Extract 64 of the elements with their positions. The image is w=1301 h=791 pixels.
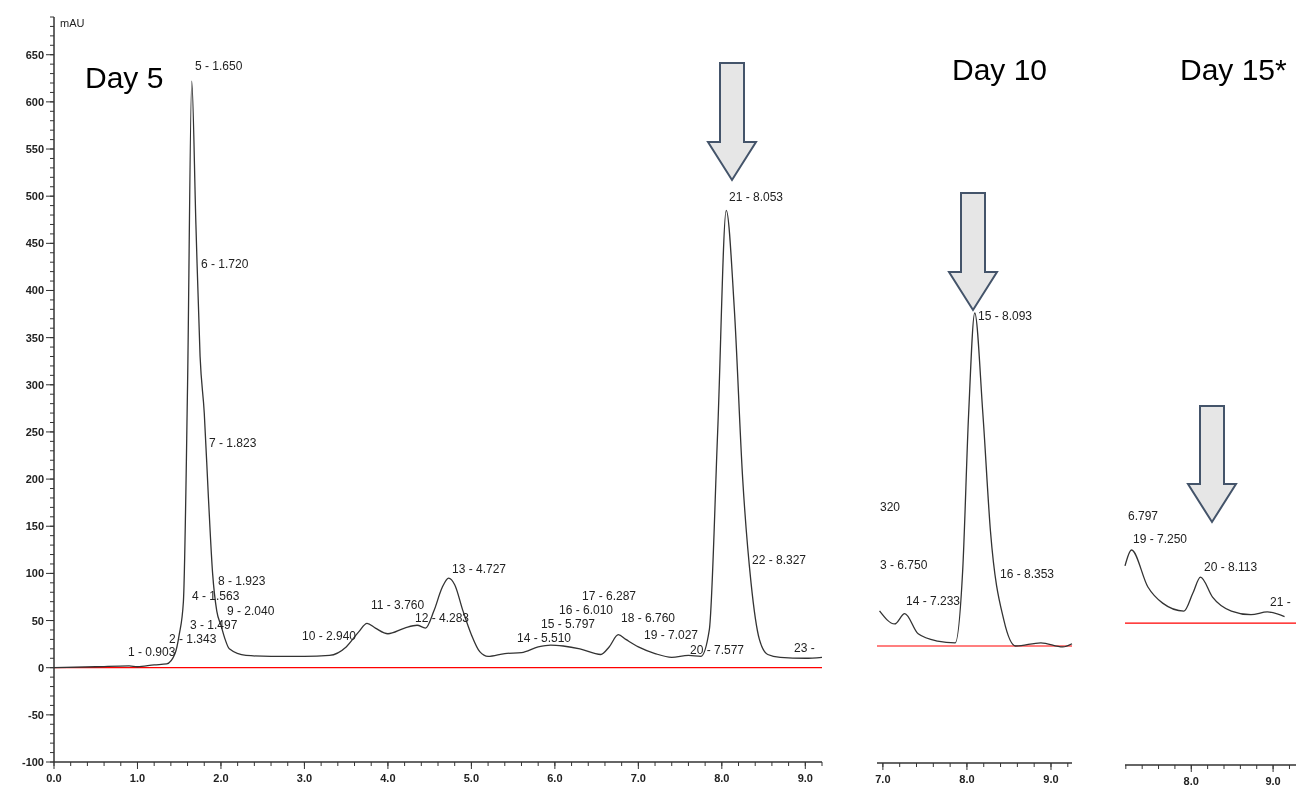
x-tick-label: 2.0 <box>213 772 229 784</box>
annotation: 8 - 1.923 <box>218 574 266 588</box>
annotation: 7 - 1.823 <box>209 436 257 450</box>
annotation: 19 - 7.027 <box>644 628 699 642</box>
annotation: 3 - 6.750 <box>880 558 928 572</box>
annotation: 9 - 2.040 <box>227 604 275 618</box>
text: 19 - 7.250 <box>1133 532 1188 546</box>
text: Day 5 <box>85 61 164 94</box>
annotation: 6 - 1.720 <box>201 257 249 271</box>
annotation: 23 - <box>794 641 815 655</box>
annotation: 22 - 8.327 <box>752 553 807 567</box>
x-tick-label: 8.0 <box>714 772 730 784</box>
annotation: 5 - 1.650 <box>195 59 243 73</box>
annotation: 16 - 6.010 <box>559 603 614 617</box>
annotation: 21 - <box>1270 595 1291 609</box>
chart-title: Day 15* <box>1180 53 1288 86</box>
y-tick-label: 400 <box>25 284 44 297</box>
annotation: 17 - 6.287 <box>582 589 637 603</box>
y-tick-label: 500 <box>25 190 44 203</box>
annotation: 14 - 5.510 <box>517 631 572 645</box>
annotation: 15 - 5.797 <box>541 617 596 631</box>
y-tick-label: 550 <box>25 143 44 156</box>
x-tick-label: 7.0 <box>630 772 646 784</box>
x-tick-label: 9.0 <box>797 772 813 784</box>
annotation: 1 - 0.903 <box>128 645 176 659</box>
y-tick-label: 50 <box>31 614 44 627</box>
x-tick-label: 1.0 <box>129 772 146 784</box>
y-tick-label: 150 <box>25 520 44 533</box>
x-tick-label: 3.0 <box>296 772 313 784</box>
annotation: 320 <box>880 500 901 514</box>
annotation: 21 - 8.053 <box>729 190 784 204</box>
x-tick-label: 7.0 <box>875 773 891 785</box>
x-tick-label: 9.0 <box>1265 775 1281 787</box>
annotation: 11 - 3.760 <box>371 598 425 612</box>
annotation: 10 - 2.940 <box>302 629 357 643</box>
annotation: 13 - 4.727 <box>452 562 507 576</box>
annotation: 20 - 7.577 <box>690 643 745 657</box>
y-tick-label: -50 <box>28 708 44 721</box>
y-tick-label: 100 <box>25 567 44 580</box>
annotation: 14 - 7.233 <box>906 594 961 608</box>
y-tick-label: 300 <box>25 378 44 391</box>
x-tick-label: 9.0 <box>1043 773 1059 785</box>
y-tick-label: 200 <box>25 473 44 486</box>
annotation: 2 - 1.343 <box>169 632 217 646</box>
x-tick-label: 8.0 <box>959 773 975 785</box>
x-tick-label: 4.0 <box>380 772 396 784</box>
annotation: 18 - 6.760 <box>621 611 676 625</box>
annotation: 15 - 8.093 <box>978 309 1033 323</box>
y-tick-label: 650 <box>25 48 44 61</box>
y-tick-label: -100 <box>21 756 44 768</box>
y-tick-label: 0 <box>37 661 44 674</box>
annotation: 20 - 8.113 <box>1204 560 1258 574</box>
x-tick-label: 6.0 <box>547 772 563 784</box>
y-tick-label: 250 <box>25 425 44 438</box>
annotation: 16 - 8.353 <box>1000 567 1055 581</box>
y-axis-title: mAU <box>60 17 85 29</box>
y-tick-label: 600 <box>25 95 44 108</box>
text: 6.797 <box>1128 509 1159 523</box>
y-tick-label: 350 <box>25 331 44 344</box>
x-tick-label: 8.0 <box>1183 775 1199 787</box>
x-tick-label: 5.0 <box>463 772 480 784</box>
chart-title: Day 10 <box>952 53 1048 86</box>
y-tick-label: 450 <box>25 237 44 250</box>
x-tick-label: 0.0 <box>46 772 62 784</box>
